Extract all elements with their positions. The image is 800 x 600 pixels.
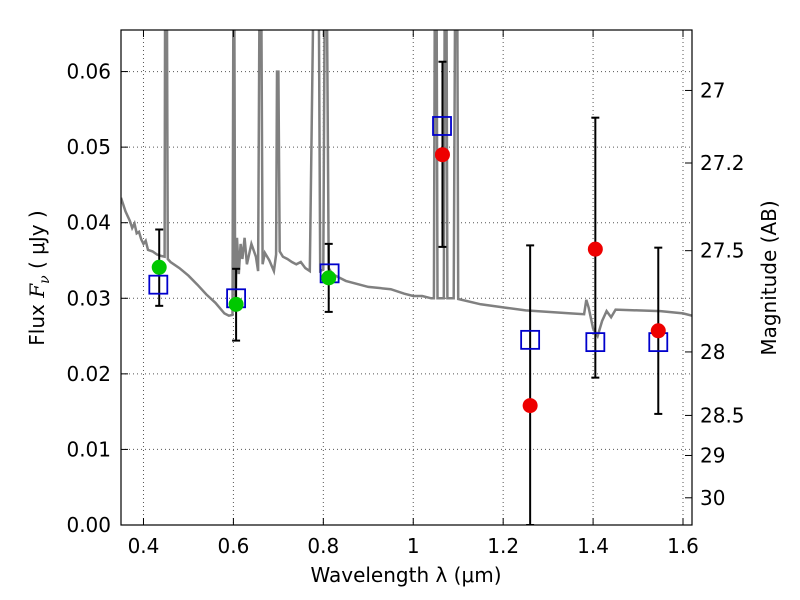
x-tick-label: 0.8 [307,534,339,558]
y-tick-label: 0.02 [66,362,111,386]
x-tick-labels: 0.4 0.6 0.8 1 1.2 1.4 1.6 [128,534,699,558]
grid-lines [121,30,692,526]
green-observed-point [228,296,244,312]
red-observed-point [587,241,603,257]
y-tick-label: 0.04 [66,211,111,235]
green-observed-point [321,270,337,286]
y-tick-label: 0.05 [66,135,111,159]
y-axis-label-subscript: ν [37,275,53,284]
y-tick-label: 0.01 [66,437,111,461]
model-spectrum-line [121,30,692,340]
y-axis-label-right: Magnitude (AB) [757,200,781,355]
right-tick-label: 30 [700,486,725,510]
x-tick-label: 1.6 [667,534,699,558]
right-tick-label: 29 [700,443,725,467]
model-flux-square-marker [432,116,452,136]
y-axis-label-prefix: Flux [25,298,49,346]
x-axis-label: Wavelength λ (μm) [310,563,501,587]
y-tick-label: 0.03 [66,286,111,310]
green-observed-point [151,259,167,275]
x-tick-label: 0.6 [217,534,249,558]
x-tick-label: 0.4 [128,534,160,558]
right-tick-label: 27.5 [700,239,745,263]
data-markers [148,116,669,414]
y-axis-label-symbol: F [25,283,49,299]
y-tick-label: 0.00 [66,513,111,537]
right-tick-label: 27 [700,78,725,102]
x-tick-label: 1 [407,534,420,558]
right-tick-label: 28 [700,340,725,364]
red-observed-point [650,323,666,339]
model-flux-square-marker [585,332,606,353]
right-tick-labels: 27 27.2 27.5 28 28.5 29 30 [700,78,745,509]
right-tick-label: 27.2 [700,151,745,175]
y-tick-label: 0.06 [66,60,111,84]
y-axis-label-left: Flux Fν ( μJy ) [25,210,53,345]
red-observed-point [434,147,450,163]
plot-frame [120,29,693,526]
y-axis-label-suffix: ( μJy ) [25,210,49,275]
red-observed-point [522,398,538,414]
x-tick-label: 1.4 [577,534,609,558]
x-tick-label: 1.2 [487,534,519,558]
plot-area-background [121,30,692,525]
plot-data-layer [121,30,692,525]
model-flux-square-marker [148,274,169,295]
y-tick-labels: 0.00 0.01 0.02 0.03 0.04 0.05 0.06 [66,60,111,537]
model-flux-square-marker [520,329,541,350]
axis-ticks [121,30,692,526]
right-tick-label: 28.5 [700,403,745,427]
